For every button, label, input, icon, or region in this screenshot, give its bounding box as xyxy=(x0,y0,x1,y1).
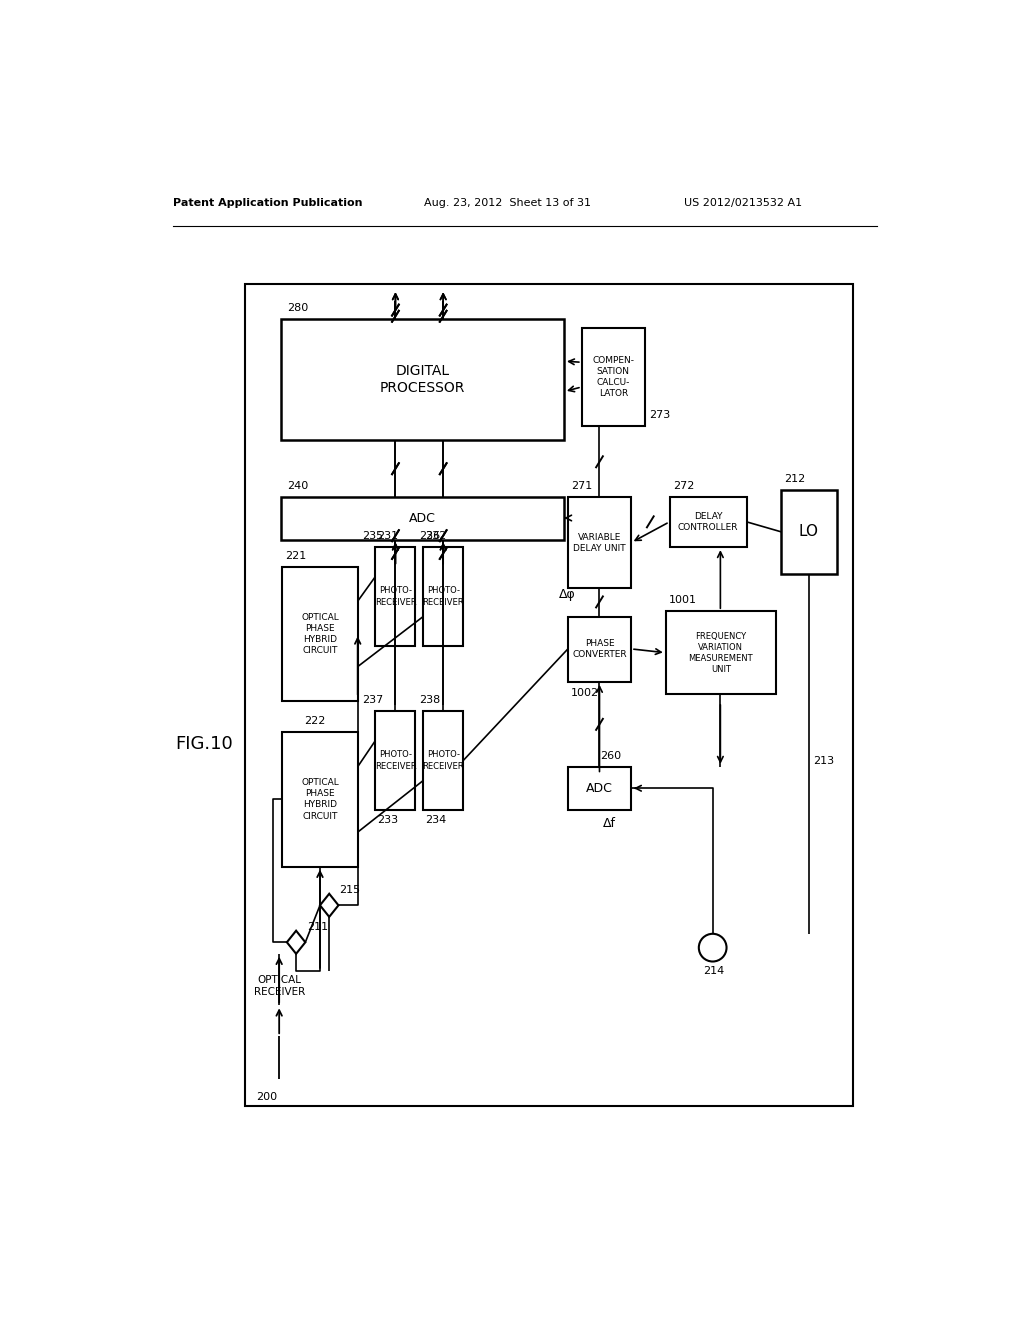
Text: 237: 237 xyxy=(362,696,384,705)
Text: 212: 212 xyxy=(784,474,806,483)
Text: 272: 272 xyxy=(673,482,694,491)
Text: LO: LO xyxy=(799,524,819,540)
Text: COMPEN-
SATION
CALCU-
LATOR: COMPEN- SATION CALCU- LATOR xyxy=(592,356,634,399)
Text: FREQUENCY
VARIATION
MEASUREMENT
UNIT: FREQUENCY VARIATION MEASUREMENT UNIT xyxy=(688,631,753,675)
Text: FIG.10: FIG.10 xyxy=(175,735,232,752)
Polygon shape xyxy=(287,931,305,954)
Bar xyxy=(245,284,853,1106)
Text: 273: 273 xyxy=(649,409,670,420)
Bar xyxy=(666,611,776,694)
Text: PHASE
CONVERTER: PHASE CONVERTER xyxy=(572,639,627,659)
Text: 236: 236 xyxy=(419,532,440,541)
Text: 214: 214 xyxy=(703,966,725,975)
Bar xyxy=(568,616,631,682)
Text: PHOTO-
RECEIVER: PHOTO- RECEIVER xyxy=(375,586,416,607)
Bar xyxy=(568,498,631,589)
Polygon shape xyxy=(319,894,339,917)
Text: PHOTO-
RECEIVER: PHOTO- RECEIVER xyxy=(422,751,464,771)
Text: PHOTO-
RECEIVER: PHOTO- RECEIVER xyxy=(422,586,464,607)
Text: OPTICAL
RECEIVER: OPTICAL RECEIVER xyxy=(254,975,305,998)
Text: OPTICAL
PHASE
HYBRID
CIRCUIT: OPTICAL PHASE HYBRID CIRCUIT xyxy=(301,612,339,655)
Text: PHOTO-
RECEIVER: PHOTO- RECEIVER xyxy=(375,751,416,771)
Bar xyxy=(376,548,416,645)
Text: US 2012/0213532 A1: US 2012/0213532 A1 xyxy=(684,198,802,209)
Bar xyxy=(670,498,746,548)
Text: 235: 235 xyxy=(362,532,383,541)
Text: ADC: ADC xyxy=(586,781,613,795)
Text: Patent Application Publication: Patent Application Publication xyxy=(173,198,362,209)
Bar xyxy=(423,711,463,809)
Text: 1001: 1001 xyxy=(669,595,696,606)
Circle shape xyxy=(698,933,727,961)
Text: 238: 238 xyxy=(419,696,440,705)
Bar xyxy=(283,733,357,867)
Bar xyxy=(281,318,564,441)
Text: Aug. 23, 2012  Sheet 13 of 31: Aug. 23, 2012 Sheet 13 of 31 xyxy=(424,198,592,209)
Text: Δf: Δf xyxy=(603,817,616,830)
Bar xyxy=(281,498,564,540)
Text: 215: 215 xyxy=(339,884,360,895)
Text: DELAY
CONTROLLER: DELAY CONTROLLER xyxy=(678,512,738,532)
Text: 234: 234 xyxy=(425,814,445,825)
Text: 240: 240 xyxy=(287,482,308,491)
Text: DIGITAL
PROCESSOR: DIGITAL PROCESSOR xyxy=(380,364,465,395)
Text: 233: 233 xyxy=(377,814,398,825)
Text: 280: 280 xyxy=(287,302,308,313)
Text: 260: 260 xyxy=(600,751,622,760)
Bar xyxy=(781,490,837,574)
Text: 213: 213 xyxy=(813,755,835,766)
Text: 1002: 1002 xyxy=(571,688,599,698)
Text: 221: 221 xyxy=(286,550,306,561)
Text: 200: 200 xyxy=(256,1092,278,1102)
Text: ADC: ADC xyxy=(409,512,436,525)
Bar xyxy=(582,327,645,426)
Text: 271: 271 xyxy=(571,482,592,491)
Text: 222: 222 xyxy=(304,717,326,726)
Text: 211: 211 xyxy=(307,921,328,932)
Bar xyxy=(376,711,416,809)
Bar xyxy=(423,548,463,645)
Text: 231: 231 xyxy=(377,532,398,541)
Text: OPTICAL
PHASE
HYBRID
CIRCUIT: OPTICAL PHASE HYBRID CIRCUIT xyxy=(301,779,339,821)
Bar xyxy=(283,566,357,701)
Bar xyxy=(568,767,631,810)
Text: Δφ: Δφ xyxy=(559,587,575,601)
Text: VARIABLE
DELAY UNIT: VARIABLE DELAY UNIT xyxy=(573,532,626,553)
Text: 232: 232 xyxy=(425,532,445,541)
